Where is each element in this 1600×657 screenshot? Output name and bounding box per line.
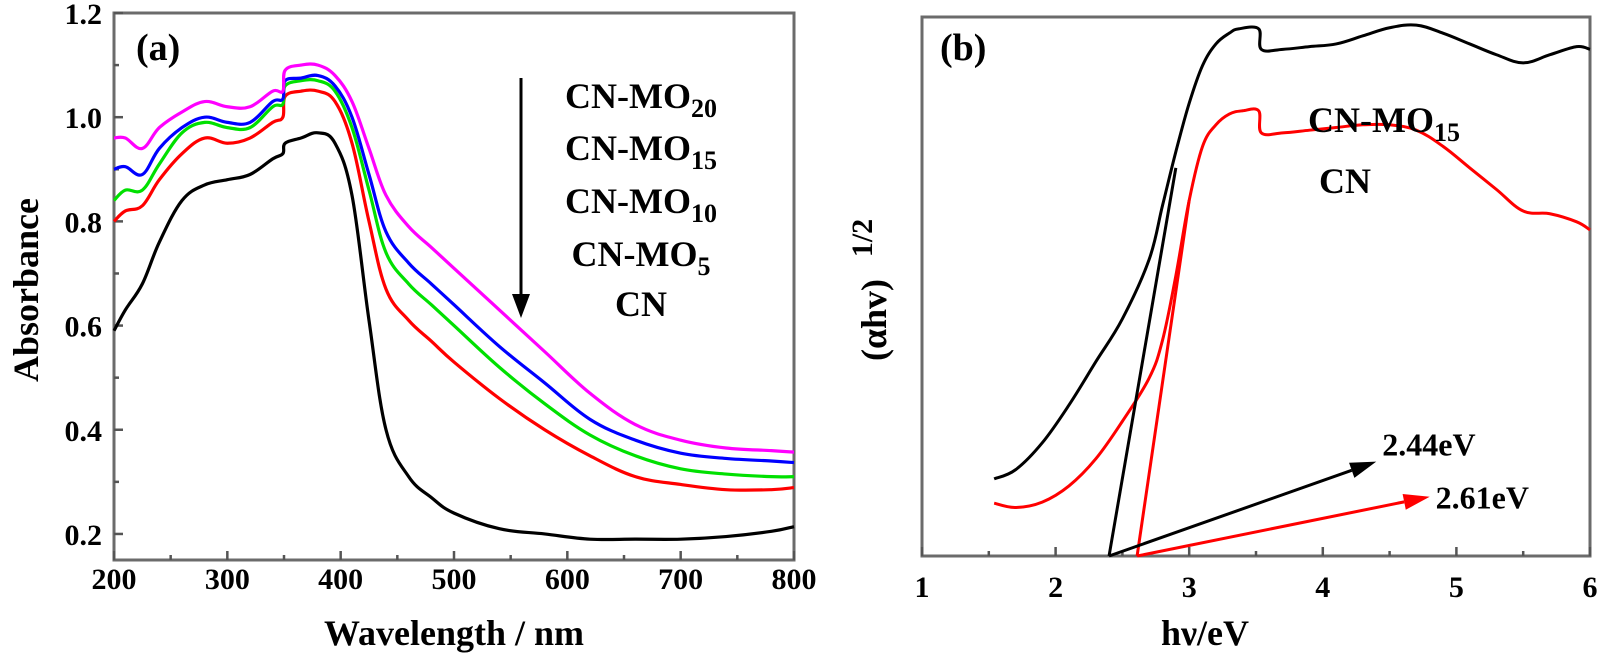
annotation-label: 2.61eV (1436, 480, 1529, 516)
legend-entry-base: CN-MO (572, 234, 698, 274)
x-tick-label: 600 (545, 563, 590, 596)
legend-entry: CN-MO5 (572, 234, 711, 281)
series-line-cn-mo15 (113, 73, 795, 465)
panel-a-x-axis-title: Wavelength / nm (324, 613, 584, 653)
y-tick-label: 1.2 (65, 0, 103, 31)
x-tick-label: 800 (772, 563, 817, 596)
x-tick-label: 700 (658, 563, 703, 596)
legend-entry: CN-MO15 (565, 128, 717, 175)
x-tick-label: 5 (1449, 571, 1464, 604)
annotation-arrow-shaft (1108, 468, 1353, 558)
legend-entry-subscript: 15 (691, 146, 717, 175)
panel-b-series (993, 23, 1591, 557)
series-line-cn-mo5 (112, 88, 795, 492)
y-tick-label: 0.6 (65, 311, 103, 344)
panel-b-y-axis-title: (αhv) 1/2 (846, 219, 894, 361)
annotation-arrow-shaft (1136, 500, 1405, 558)
x-tick-label: 6 (1583, 571, 1598, 604)
panel-a-label: (a) (136, 27, 180, 69)
x-tick-label: 300 (205, 563, 250, 596)
panel-b-frame (920, 15, 1592, 558)
series-line-cn-mo15 (993, 23, 1591, 481)
annotation-arrow-head-icon (1402, 494, 1430, 510)
panel-a: 200 300 400 500 600 700 8000.20.40.60.81.01.2 … (6, 0, 817, 653)
legend-entry-subscript: 20 (691, 94, 717, 123)
tangent-line (1107, 167, 1178, 557)
curve-label: CN (1319, 161, 1371, 201)
y-tick-label: 0.4 (65, 415, 103, 448)
y-tick-label: 0.2 (65, 519, 103, 552)
legend-entry-subscript: 5 (697, 252, 710, 281)
curve-label-base: CN-MO (1308, 100, 1434, 140)
panel-a-series (112, 62, 795, 542)
tangent-line (1135, 200, 1191, 557)
x-tick-label: 4 (1315, 571, 1330, 604)
y-tick-label: 0.8 (65, 206, 103, 239)
legend-entry: CN-MO20 (565, 76, 717, 123)
x-tick-label: 3 (1182, 571, 1197, 604)
panel-a-ticks: 200 300 400 500 600 700 800 0.2 0.4 0.6 0.8 1.0 1.2 (65, 0, 817, 596)
annotation-label: 2.44eV (1382, 427, 1475, 463)
legend-entry-subscript: 10 (691, 199, 717, 228)
curve-label-subscript: 15 (1434, 118, 1460, 147)
legend-entry-base: CN-MO (565, 181, 691, 221)
panel-b-ticks: 1 2 3 4 5 6 (915, 547, 1598, 604)
y-tick-label: 1.0 (65, 102, 103, 135)
x-tick-label: 200 (92, 563, 137, 596)
series-line-cn-mo10 (112, 78, 795, 479)
series-line-cn (993, 107, 1591, 509)
panel-b-label: (b) (940, 27, 986, 69)
x-tick-label: 400 (318, 563, 363, 596)
legend-entry-base: CN-MO (565, 128, 691, 168)
panel-b-y-axis-title-sup: 1/2 (846, 219, 879, 257)
series-line-cn (112, 131, 795, 542)
panel-b-annotations: 2.44eV 2.61eV (1108, 427, 1529, 558)
legend-entry: CN-MO10 (565, 181, 717, 228)
legend-entry: CN (615, 284, 667, 324)
legend-entry-base: CN (615, 284, 667, 324)
annotation-arrow-head-icon (1349, 461, 1377, 478)
curve-label-base: CN (1319, 161, 1371, 201)
x-tick-label: 500 (432, 563, 477, 596)
x-tick-label: 2 (1048, 571, 1063, 604)
panel-b: 1 2 3 4 5 6 (b) hν/eV (αhv) 1/2 CN-MO15 CN 2.4… (846, 15, 1598, 653)
panel-b-x-axis-title: hν/eV (1161, 613, 1249, 653)
panel-b-y-axis-title-base: (αhv) (854, 279, 894, 361)
panel-a-y-axis-title: Absorbance (6, 198, 46, 382)
curve-label: CN-MO15 (1308, 100, 1460, 147)
legend-arrow-head-icon (512, 294, 530, 318)
legend-entry-base: CN-MO (565, 76, 691, 116)
x-tick-label: 1 (915, 571, 930, 604)
series-line-cn-mo20 (113, 62, 795, 454)
panel-b-curve-labels: CN-MO15 CN (1308, 100, 1460, 201)
